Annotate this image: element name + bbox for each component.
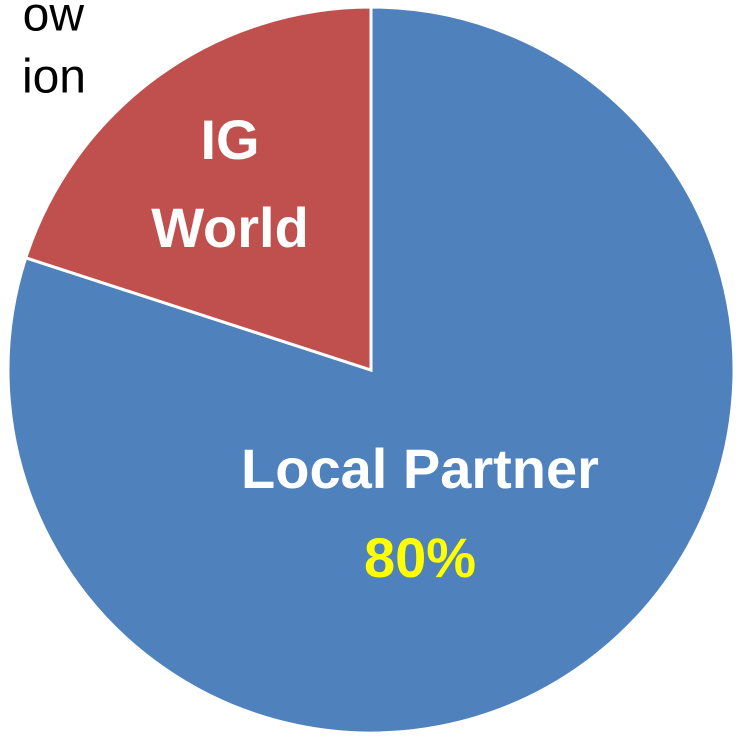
value-label: 80% [364,526,476,589]
slice-label: Local Partner [241,437,599,500]
annotation: ion [22,51,86,104]
pie-slice [23,5,373,373]
annotation: ow [23,0,85,42]
pie [6,5,736,735]
slice-label: IG World [151,108,309,259]
